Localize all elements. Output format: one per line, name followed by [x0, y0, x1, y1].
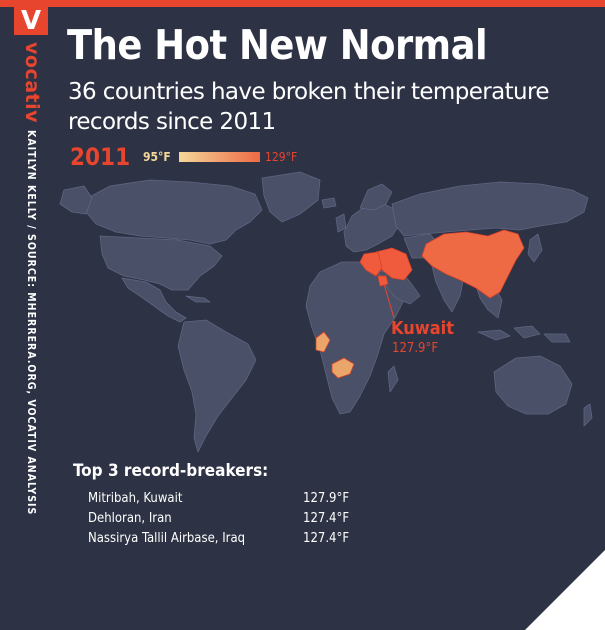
- page-title: The Hot New Normal: [67, 21, 488, 69]
- land-south-america: [177, 319, 257, 453]
- region-iraq: [359, 251, 383, 277]
- land-usa: [99, 235, 223, 291]
- land-madagascar: [387, 365, 399, 393]
- land-indonesia-2: [513, 325, 541, 339]
- list-item: Mitribah, Kuwait 127.9°F: [88, 489, 388, 509]
- source-credit: KAITLYN KELLY / SOURCE: MHERRERA.ORG, VO…: [25, 130, 37, 516]
- land-indonesia-1: [477, 329, 511, 341]
- record-place: Dehloran, Iran: [88, 511, 172, 526]
- land-russia: [391, 181, 589, 237]
- land-alaska: [59, 185, 93, 215]
- legend-color-scale: [179, 152, 260, 162]
- land-europe: [343, 203, 401, 253]
- top-accent-strip: [0, 0, 605, 7]
- page-subtitle: 36 countries have broken their temperatu…: [68, 79, 550, 135]
- land-indonesia-3: [543, 333, 571, 343]
- callout-temperature: 127.9°F: [392, 341, 439, 356]
- land-greenland: [261, 171, 321, 223]
- top3-heading: Top 3 record-breakers:: [73, 461, 269, 481]
- legend-year: 2011: [70, 143, 131, 171]
- list-item: Nassirya Tallil Airbase, Iraq 127.4°F: [88, 529, 388, 549]
- land-canada: [83, 179, 263, 245]
- region-kuwait: [377, 275, 389, 287]
- land-mexico: [121, 277, 187, 323]
- legend-max-label: 129°F: [265, 150, 298, 164]
- list-item: Dehloran, Iran 127.4°F: [88, 509, 388, 529]
- callout-line: [383, 283, 395, 319]
- record-temperature: 127.4°F: [303, 511, 350, 526]
- region-zambia: [331, 357, 355, 379]
- record-temperature: 127.4°F: [303, 531, 350, 546]
- callout-country: Kuwait: [391, 318, 454, 339]
- legend-min-label: 95°F: [143, 150, 171, 164]
- land-scandinavia: [359, 183, 393, 211]
- land-caribbean: [185, 295, 211, 303]
- land-australia: [493, 355, 573, 415]
- brand-wordmark: vocativ: [21, 42, 43, 124]
- record-temperature: 127.9°F: [303, 491, 350, 506]
- record-place: Nassirya Tallil Airbase, Iraq: [88, 531, 246, 546]
- land-iceland: [321, 197, 337, 209]
- land-japan: [527, 233, 543, 263]
- record-place: Mitribah, Kuwait: [88, 491, 183, 506]
- land-new-zealand: [583, 403, 593, 427]
- vocativ-logo-icon: V: [14, 7, 48, 35]
- top3-list: Mitribah, Kuwait 127.9°F Dehloran, Iran …: [88, 489, 388, 549]
- land-uk: [335, 213, 347, 233]
- region-china: [421, 229, 525, 299]
- corner-cut: [525, 550, 605, 630]
- region-congo: [315, 331, 331, 353]
